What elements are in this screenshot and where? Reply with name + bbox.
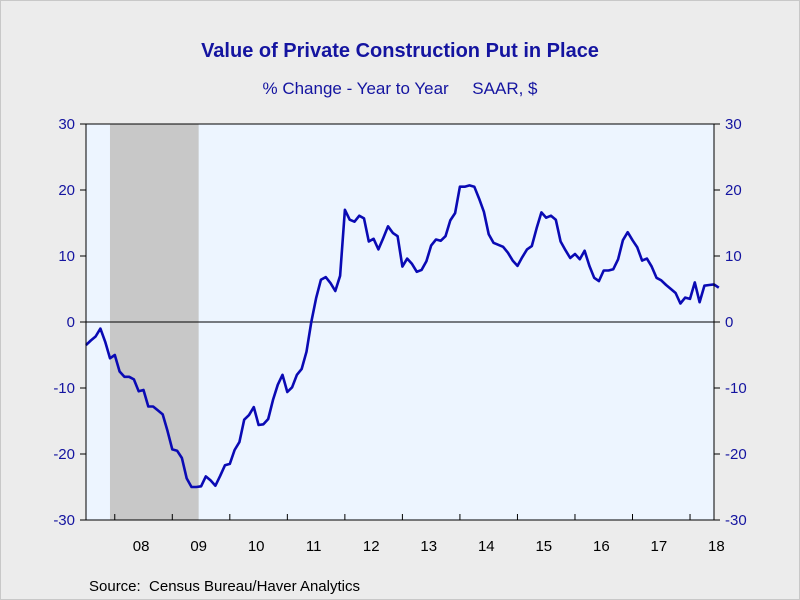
- y-tick-label-left: -30: [53, 512, 75, 529]
- y-tick-label-left: 20: [58, 182, 75, 199]
- x-tick-label: 18: [708, 538, 725, 555]
- y-tick-label-right: -20: [725, 446, 747, 463]
- chart-title: Value of Private Construction Put in Pla…: [201, 40, 599, 62]
- y-tick-label-left: -20: [53, 446, 75, 463]
- y-tick-label-right: 0: [725, 314, 733, 331]
- x-tick-label: 09: [190, 538, 207, 555]
- x-tick-label: 12: [363, 538, 380, 555]
- x-tick-label: 13: [420, 538, 437, 555]
- y-tick-label-left: 10: [58, 248, 75, 265]
- y-tick-label-left: -10: [53, 380, 75, 397]
- x-tick-label: 10: [248, 538, 265, 555]
- series-line: [85, 184, 720, 489]
- x-tick-label: 17: [651, 538, 668, 555]
- y-tick-label-right: 10: [725, 248, 742, 265]
- x-tick-label: 14: [478, 538, 495, 555]
- y-tick-label-left: 30: [58, 116, 75, 133]
- plot-border: [85, 123, 715, 521]
- y-tick-label-right: -30: [725, 512, 747, 529]
- y-tick-label-right: -10: [725, 380, 747, 397]
- y-tick-label-right: 30: [725, 116, 742, 133]
- y-tick-label-left: 0: [67, 314, 75, 331]
- y-tick-label-right: 20: [725, 182, 742, 199]
- x-tick-label: 08: [133, 538, 150, 555]
- x-tick-label: 16: [593, 538, 610, 555]
- x-tick-label: 11: [306, 538, 322, 555]
- x-tick-label: 15: [535, 538, 552, 555]
- source-note: Source: Census Bureau/Haver Analytics: [89, 578, 360, 595]
- chart-subtitle: % Change - Year to Year SAAR, $: [262, 79, 538, 98]
